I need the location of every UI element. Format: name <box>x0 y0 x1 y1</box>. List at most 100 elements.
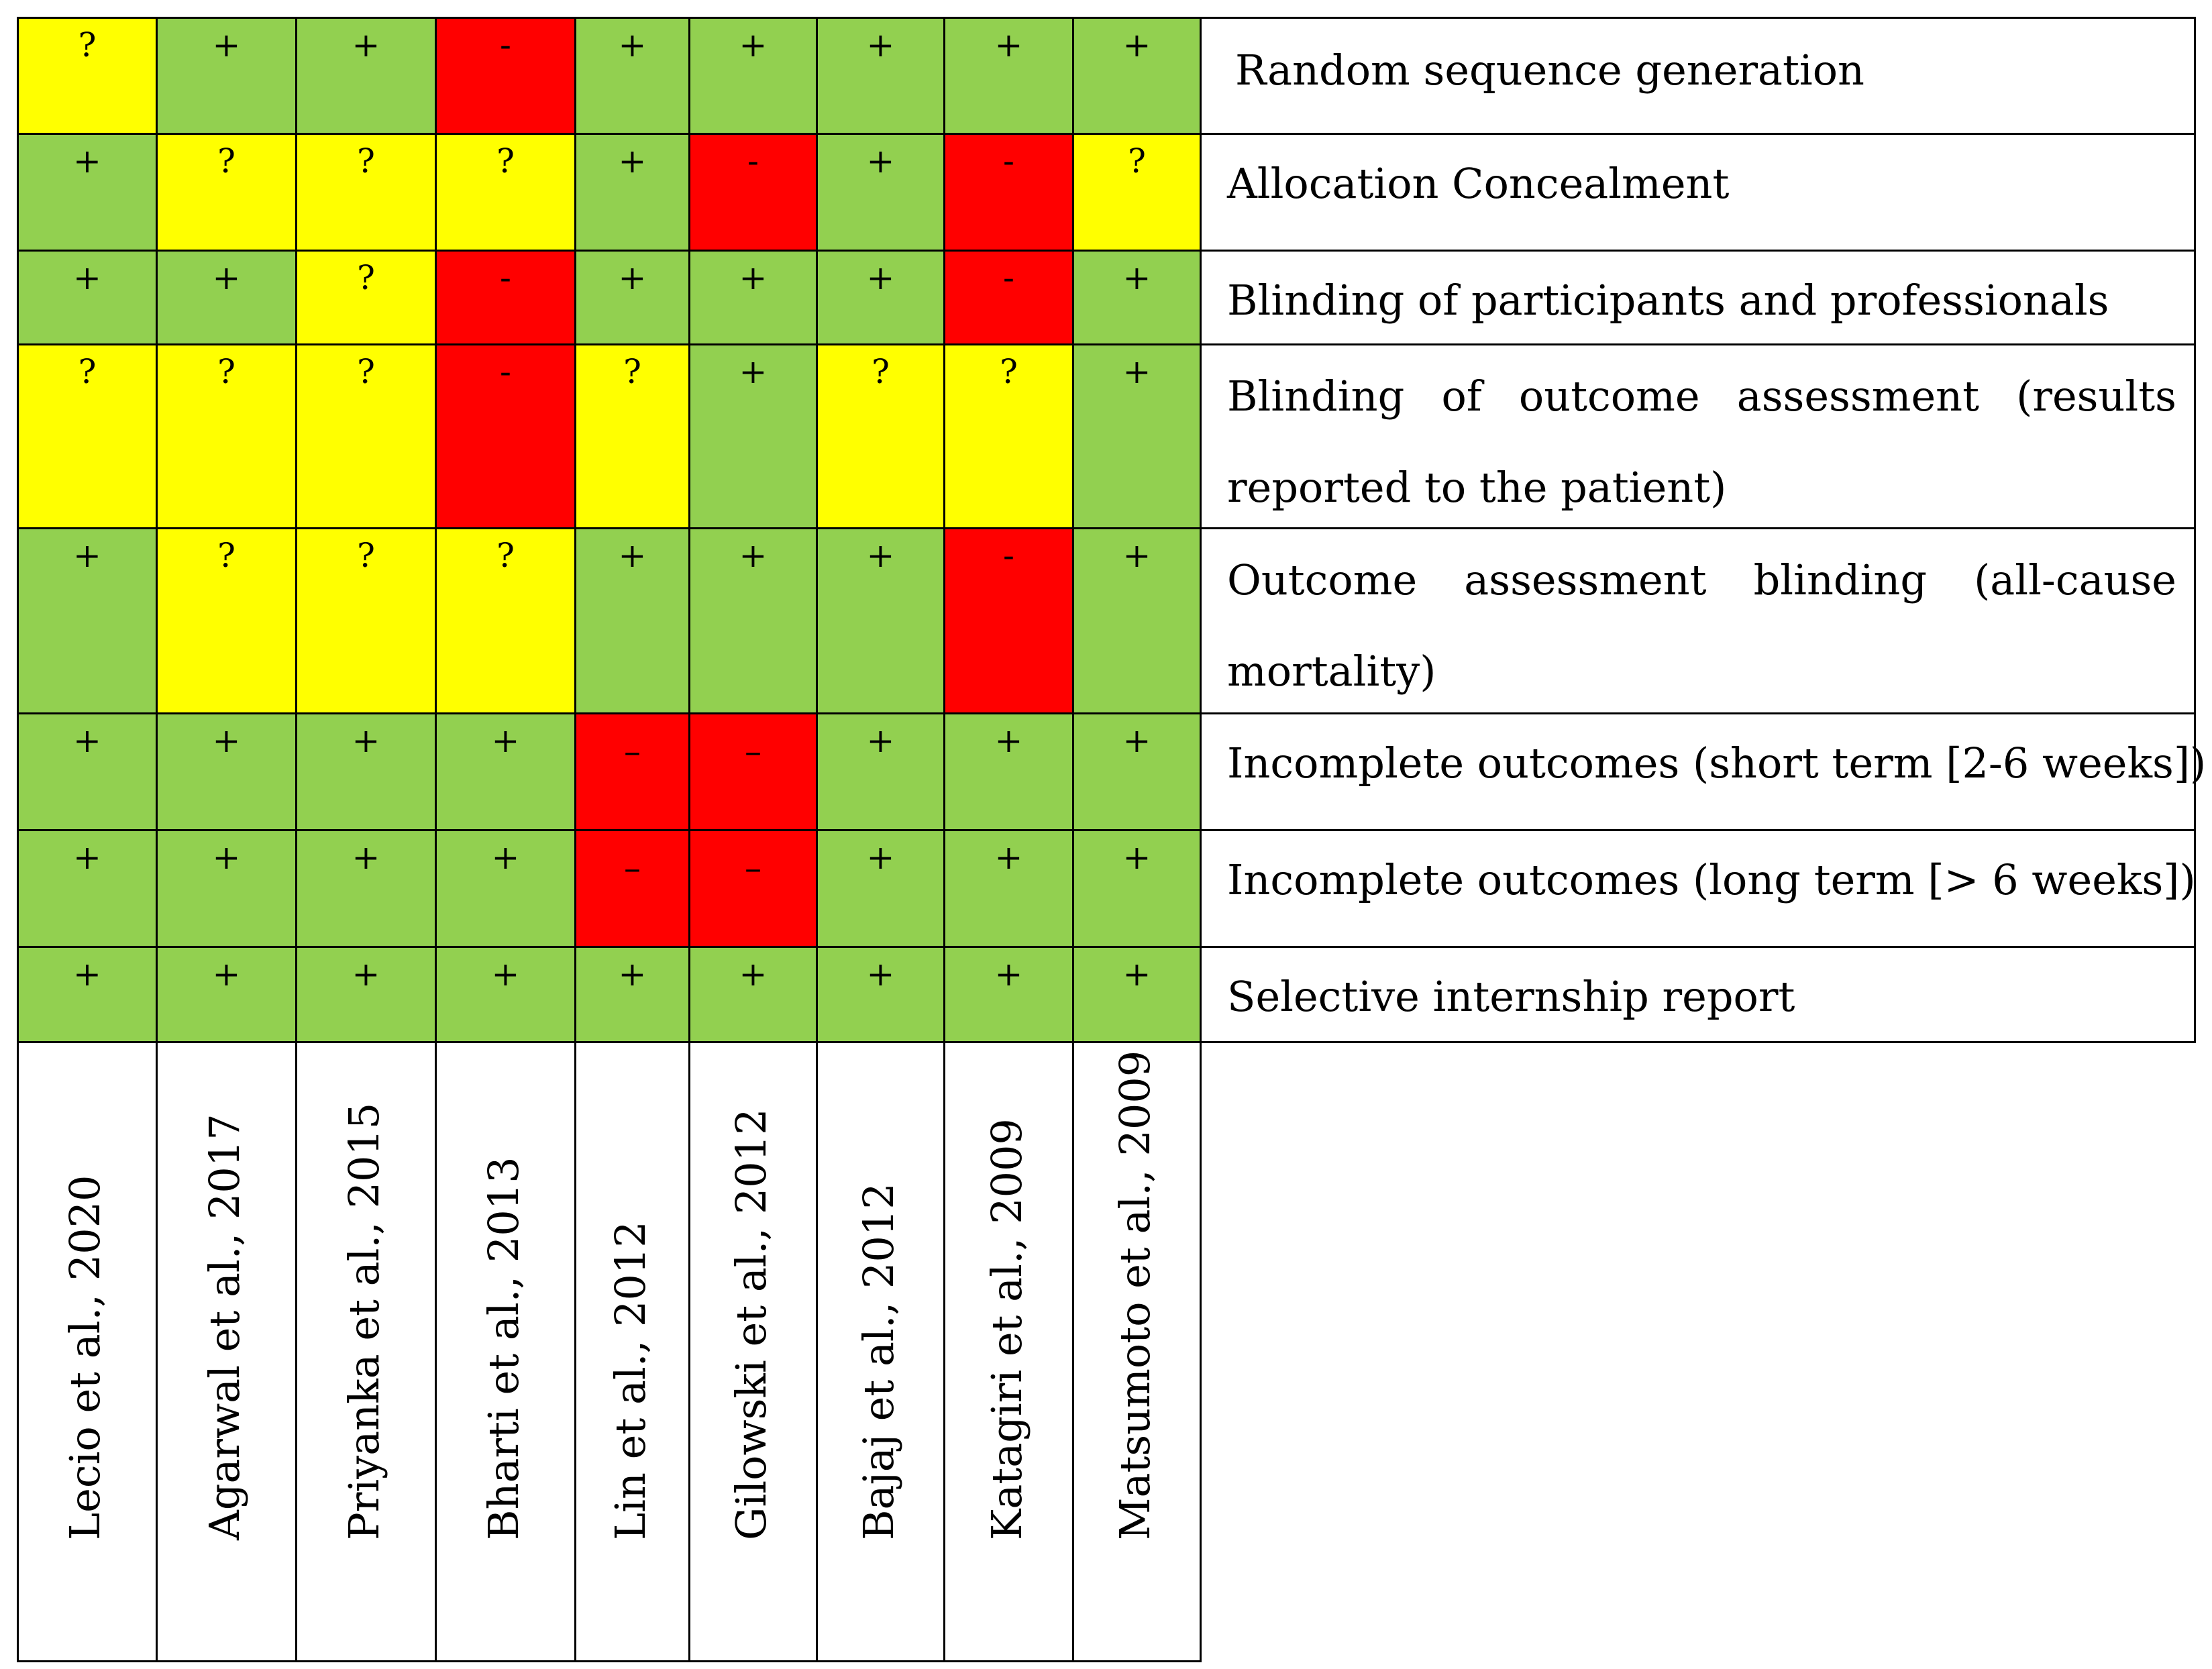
rating-symbol: ? <box>357 142 375 180</box>
domain-label-cell: Blinding of participants and professiona… <box>1200 250 2196 345</box>
study-name: Bharti et al., 2013 <box>478 1156 528 1540</box>
domain-label-cell: Outcome assessment blinding (all-cause m… <box>1200 527 2196 714</box>
rating-cell: - <box>943 250 1074 345</box>
rating-symbol: + <box>73 838 101 877</box>
domain-label-cell: Incomplete outcomes (long term [> 6 week… <box>1200 829 2196 948</box>
rating-symbol: + <box>73 142 101 180</box>
rating-symbol: + <box>212 955 241 993</box>
rating-cell: + <box>295 712 437 831</box>
rating-cell: - <box>435 343 576 529</box>
rating-symbol: ? <box>78 25 97 64</box>
rating-cell: + <box>688 946 818 1043</box>
rating-cell: + <box>574 946 690 1043</box>
domain-label-cell: Blinding of outcome assessment (results … <box>1200 343 2196 529</box>
study-label-cell: Lin et al., 2012 <box>574 1041 690 1662</box>
rating-symbol: + <box>866 258 895 297</box>
rating-cell: ? <box>435 133 576 252</box>
rating-cell: ? <box>156 133 297 252</box>
rating-cell: – <box>574 829 690 948</box>
rating-cell: ? <box>295 343 437 529</box>
study-label-cell: Bharti et al., 2013 <box>435 1041 576 1662</box>
rating-cell: ? <box>295 527 437 714</box>
rating-symbol: ? <box>357 536 375 575</box>
rating-cell: ? <box>1072 133 1202 252</box>
rating-cell: + <box>295 17 437 135</box>
rating-cell: + <box>435 829 576 948</box>
domain-label: Blinding of participants and professiona… <box>1227 276 2109 325</box>
rating-symbol: - <box>500 352 511 391</box>
rating-symbol: - <box>747 142 759 180</box>
study-name: Lecio et al., 2020 <box>60 1175 109 1540</box>
rating-symbol: + <box>491 955 520 993</box>
rating-cell: ? <box>943 343 1074 529</box>
rating-cell: + <box>1072 527 1202 714</box>
rating-cell: + <box>943 946 1074 1043</box>
study-label-cell: Priyanka et al., 2015 <box>295 1041 437 1662</box>
rating-symbol: ? <box>496 142 515 180</box>
rating-symbol: + <box>212 838 241 877</box>
study-label-cell: Matsumoto et al., 2009 <box>1072 1041 1202 1662</box>
domain-label: Random sequence generation <box>1235 46 1864 95</box>
study-name: Matsumoto et al., 2009 <box>1110 1050 1159 1540</box>
rating-cell: ? <box>816 343 945 529</box>
rating-cell: ? <box>156 343 297 529</box>
rating-symbol: + <box>352 721 380 760</box>
rating-symbol: – <box>745 732 761 771</box>
rating-symbol: + <box>212 258 241 297</box>
rating-cell: ? <box>156 527 297 714</box>
rating-cell: + <box>156 712 297 831</box>
rating-symbol: + <box>739 352 768 391</box>
rating-symbol: + <box>866 721 895 760</box>
rating-symbol: + <box>739 25 768 64</box>
rating-symbol: ? <box>1128 142 1146 180</box>
study-name: Gilowski et al., 2012 <box>726 1108 776 1540</box>
rating-symbol: ? <box>357 258 375 297</box>
rating-symbol: + <box>618 142 647 180</box>
rating-symbol: + <box>866 838 895 877</box>
rating-cell: + <box>574 527 690 714</box>
rating-symbol: + <box>73 536 101 575</box>
study-label-cell: Katagiri et al., 2009 <box>943 1041 1074 1662</box>
rating-cell: + <box>816 829 945 948</box>
rating-cell: + <box>1072 343 1202 529</box>
rating-cell: + <box>943 829 1074 948</box>
rating-cell: + <box>17 712 158 831</box>
domain-label-cell: Allocation Concealment <box>1200 133 2196 252</box>
rating-cell: + <box>17 946 158 1043</box>
rating-symbol: ? <box>217 142 235 180</box>
rating-cell: + <box>943 17 1074 135</box>
rating-cell: + <box>17 829 158 948</box>
rating-cell: + <box>688 250 818 345</box>
rating-symbol: + <box>491 721 520 760</box>
rating-cell: + <box>816 250 945 345</box>
rating-symbol: - <box>500 258 511 297</box>
study-name: Priyanka et al., 2015 <box>339 1102 388 1540</box>
rating-cell: + <box>816 946 945 1043</box>
rating-cell: ? <box>295 250 437 345</box>
rating-symbol: + <box>352 955 380 993</box>
rating-symbol: + <box>73 721 101 760</box>
domain-label: Allocation Concealment <box>1227 159 1730 208</box>
rating-symbol: ? <box>217 536 235 575</box>
rating-symbol: + <box>212 25 241 64</box>
domain-label: Outcome assessment blinding (all-cause m… <box>1227 555 2176 696</box>
rating-cell: ? <box>295 133 437 252</box>
rating-symbol: + <box>618 536 647 575</box>
rating-cell: + <box>1072 829 1202 948</box>
rating-cell: + <box>816 527 945 714</box>
rating-cell: – <box>688 712 818 831</box>
rating-symbol: + <box>866 25 895 64</box>
study-label-cell: Agarwal et al., 2017 <box>156 1041 297 1662</box>
rating-symbol: + <box>1122 25 1151 64</box>
rating-cell: + <box>295 829 437 948</box>
rating-symbol: – <box>745 849 761 887</box>
domain-label: Incomplete outcomes (long term [> 6 week… <box>1227 855 2196 904</box>
rating-cell: + <box>816 712 945 831</box>
rating-cell: + <box>816 17 945 135</box>
rating-cell: + <box>688 343 818 529</box>
rating-symbol: ? <box>357 352 375 391</box>
rating-cell: + <box>1072 250 1202 345</box>
study-label-cell: Lecio et al., 2020 <box>17 1041 158 1662</box>
rating-symbol: + <box>212 721 241 760</box>
